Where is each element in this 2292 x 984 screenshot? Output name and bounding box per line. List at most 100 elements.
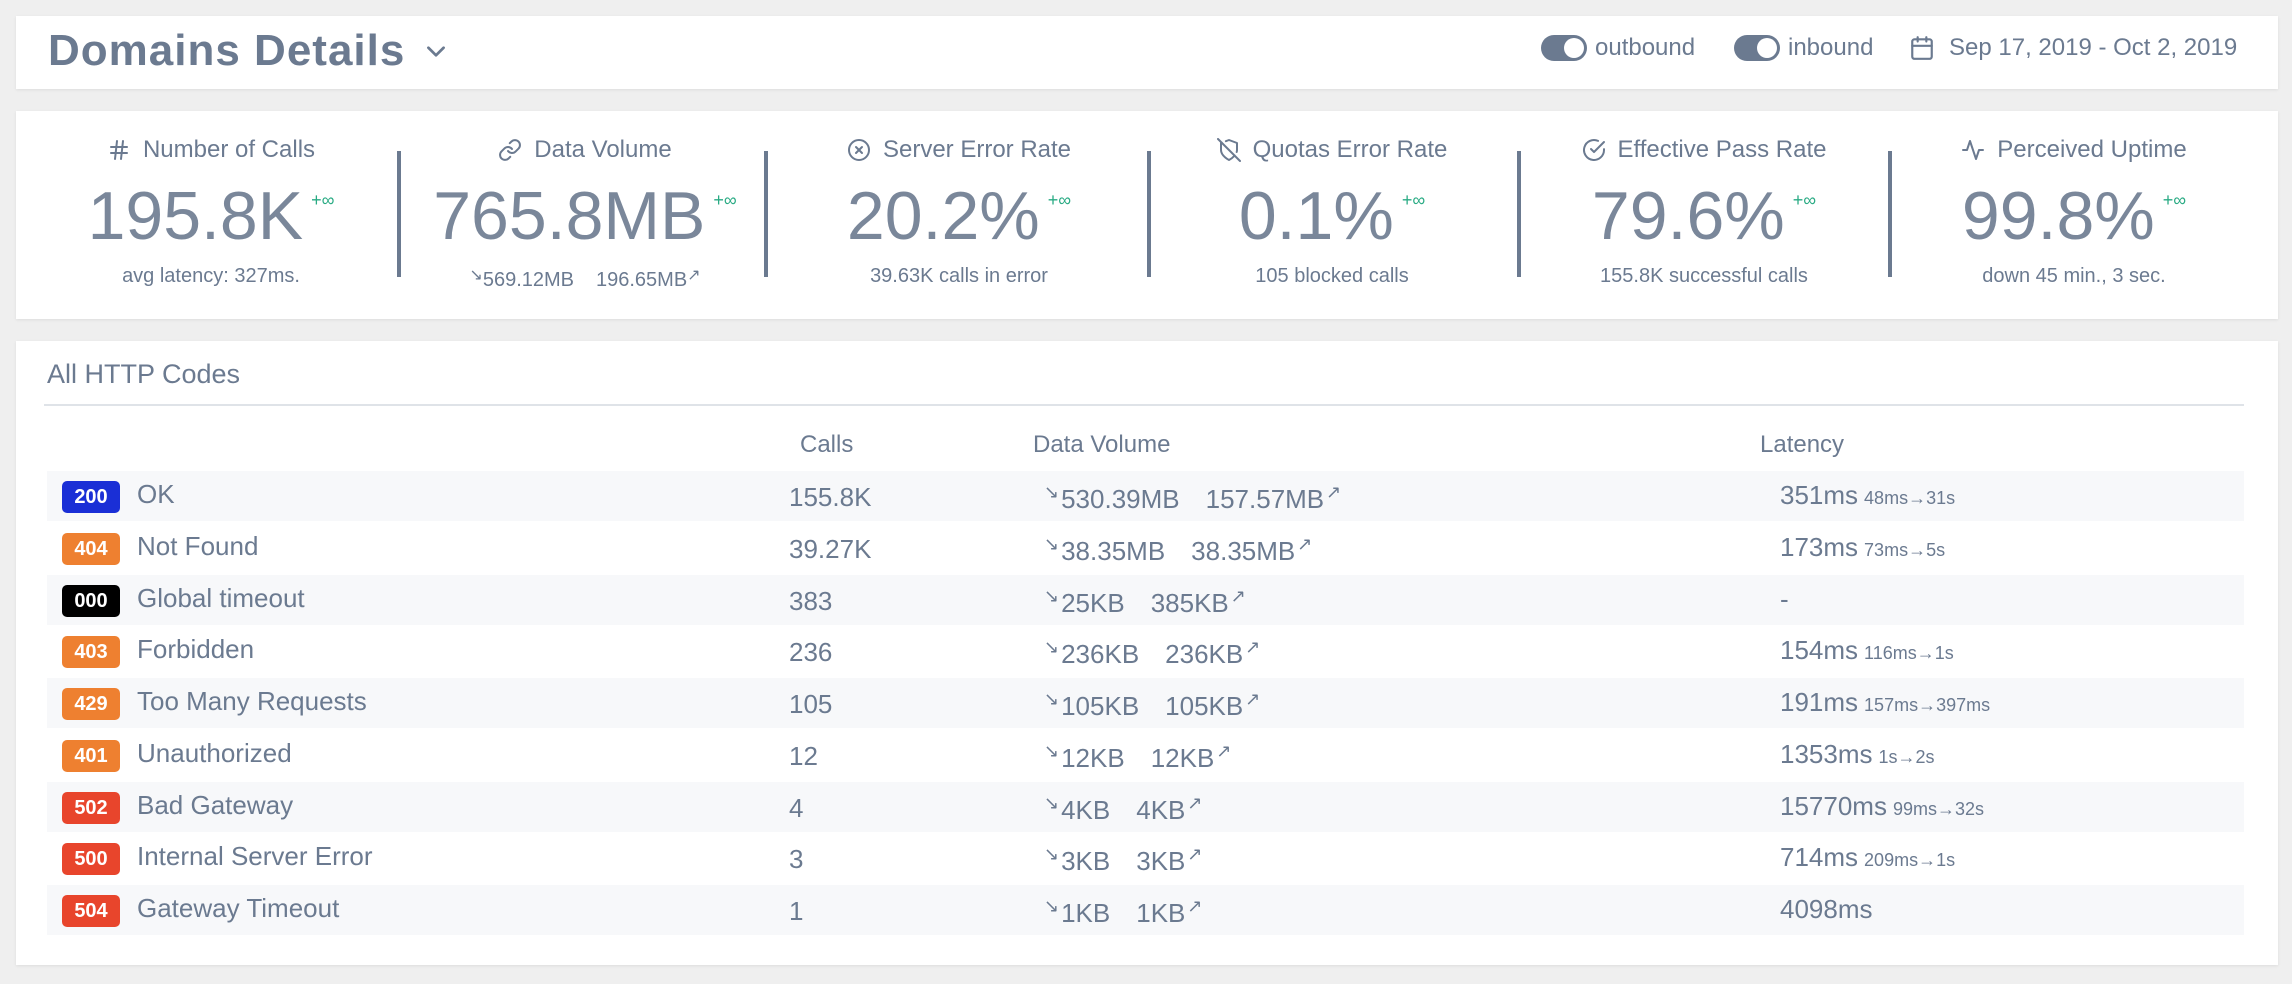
calls-cell: 383 [789,586,833,616]
data-volume-out: 4KB [1136,793,1202,826]
status-code-label: Unauthorized [137,738,292,768]
data-volume-in: 4KB [1044,793,1110,826]
inbound-toggle[interactable] [1734,35,1780,61]
calls-cell: 105 [789,689,833,719]
stat-subtext-in: ↘569.12MB [469,265,574,292]
status-code-badge: 500 [62,843,120,875]
stat-effective-pass-rate: Effective Pass Rate 79.6% +∞ 155.8K succ… [1519,111,1889,319]
stat-trend: +∞ [1792,190,1817,210]
status-code-label: Forbidden [137,634,255,664]
stat-trend: +∞ [713,190,737,210]
latency-cell: 15770ms 99ms→32s [1780,791,1984,822]
stat-title-row: Server Error Rate [774,136,1144,164]
inbound-toggle-label: inbound [1788,34,1874,61]
stat-subtext: 105 blocked calls [1147,265,1517,288]
latency-cell: 351ms 48ms→31s [1780,480,1955,511]
stat-value-row: 0.1% +∞ [1147,179,1517,254]
stat-value-row: 765.8MB +∞ [400,179,770,254]
outbound-toggle-label: outbound [1595,34,1696,61]
status-code-badge: 429 [62,688,120,720]
stat-subtext: ↘569.12MB 196.65MB↗ [400,265,770,292]
inbound-toggle-group: inbound [1734,34,1873,62]
stat-title-row: Number of Calls [26,136,396,164]
latency-cell: - [1780,584,1795,615]
stat-value: 195.8K [87,178,304,254]
latency-range: 99ms→32s [1892,799,1985,819]
calls-cell: 39.27K [789,534,872,564]
stat-server-error-rate: Server Error Rate 20.2% +∞ 39.63K calls … [774,111,1144,319]
status-code-badge: 000 [62,585,120,617]
column-header-latency: Latency [1760,431,1845,458]
stat-subtext: 155.8K successful calls [1519,265,1889,288]
stat-value: 0.1% [1238,178,1394,254]
status-code-badge: 502 [62,792,120,824]
stat-subtext-value: 39.63K calls in error [870,265,1048,287]
data-volume-cell: 530.39MB 157.57MB [1044,482,1341,515]
stat-title-row: Data Volume [400,136,770,164]
table-row[interactable]: 404 Not Found 39.27K 38.35MB 38.35MB 173ms73m… [47,523,2244,573]
latency-avg: 191ms [1780,687,1859,717]
stat-subtext-value: 105 blocked calls [1255,265,1409,287]
stat-quotas-error-rate: Quotas Error Rate 0.1% +∞ 105 blocked ca… [1147,111,1517,319]
latency-cell: 4098ms [1780,894,1879,925]
stat-title-row: Perceived Uptime [1889,136,2259,164]
latency-range: 116ms→1s [1864,643,1954,663]
data-volume-cell: 12KB 12KB [1044,741,1231,774]
data-volume-in: 1KB [1044,896,1110,929]
page-title: Domains Details [48,26,406,75]
x-circle-icon [847,139,870,161]
link-icon [499,139,522,161]
stat-title: Server Error Rate [882,136,1072,163]
date-range-text: Sep 17, 2019 - Oct 2, 2019 [1949,34,2238,61]
status-code-label: Not Found [137,531,259,561]
table-row[interactable]: 000 Global timeout 383 25KB 385KB - [47,575,2244,625]
stat-subtext-value: down 45 min., 3 sec. [1982,265,2166,287]
stat-value-row: 99.8% +∞ [1889,179,2259,254]
data-volume-out: 38.35MB [1191,534,1312,567]
status-code-badge: 504 [62,895,120,927]
calls-cell: 155.8K [789,482,872,512]
data-volume-cell: 1KB 1KB [1044,896,1203,929]
stat-trend: +∞ [311,190,335,210]
status-code-label: Too Many Requests [137,686,367,716]
calendar-icon [1911,36,1933,60]
data-volume-cell: 3KB 3KB [1044,844,1203,877]
status-code-badge: 401 [62,740,120,772]
stat-divider [1517,151,1521,277]
page-title-dropdown[interactable]: Domains Details [48,26,449,76]
stat-subtext-value: avg latency: 327ms. [122,265,300,287]
shield-off-icon [1216,138,1241,162]
table-row[interactable]: 504 Gateway Timeout 1 1KB 1KB 4098ms [47,885,2244,935]
data-volume-in: 105KB [1044,689,1139,722]
data-volume-cell: 38.35MB 38.35MB [1044,534,1312,567]
section-divider [44,404,2244,406]
latency-avg: 173ms [1780,532,1859,562]
data-volume-cell: 236KB 236KB [1044,637,1260,670]
table-row[interactable]: 500 Internal Server Error 3 3KB 3KB 714ms209m… [47,833,2244,883]
date-range-picker[interactable]: Sep 17, 2019 - Oct 2, 2019 [1909,34,2237,62]
latency-range: 209ms→1s [1864,850,1956,870]
stat-subtext-value: 155.8K successful calls [1600,265,1808,287]
data-volume-out: 1KB [1136,896,1202,929]
stat-perceived-uptime: Perceived Uptime 99.8% +∞ down 45 min., … [1889,111,2259,319]
outbound-toggle[interactable] [1541,35,1587,61]
latency-avg: 15770ms [1780,791,1887,821]
data-volume-out: 105KB [1165,689,1260,722]
stat-trend: +∞ [2162,190,2187,210]
header-bar: Domains Details outbound inbound Sep 17,… [16,16,2278,89]
table-row[interactable]: 429 Too Many Requests 105 105KB 105KB 191ms15… [47,678,2244,728]
latency-avg: 154ms [1780,635,1859,665]
status-code-label: Gateway Timeout [137,893,340,923]
arrow-down-right-icon: ↘ [469,267,483,284]
data-volume-cell: 105KB 105KB [1044,689,1260,722]
data-volume-out: 385KB [1151,586,1246,619]
stat-subtext: 39.63K calls in error [774,265,1144,288]
hash-icon [109,140,128,160]
stat-divider [1147,151,1151,277]
stat-value: 99.8% [1961,178,2155,254]
latency-cell: 714ms 209ms→1s [1780,842,1955,873]
